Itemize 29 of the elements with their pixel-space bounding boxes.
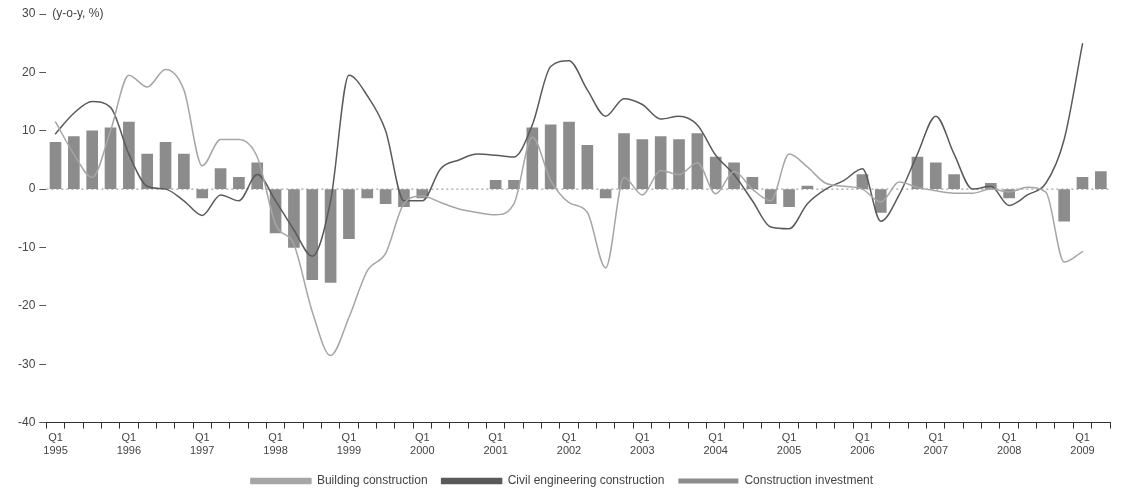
x-tick-label: Q1 1999 [336, 431, 362, 457]
x-tick-label: Q1 2006 [850, 431, 875, 457]
y-tick-label: 0 [28, 181, 36, 196]
y-tick-label: -30 [18, 356, 36, 371]
x-tick-label: Q1 1995 [43, 431, 68, 457]
line-series [54, 43, 1084, 257]
x-tick-label: Q1 1997 [189, 431, 215, 457]
x-tick-label: Q1 1998 [263, 431, 288, 457]
y-tick-label: 10 [21, 123, 36, 138]
legend-label: Construction investment [744, 473, 874, 488]
y-tick-label: -40 [18, 414, 36, 429]
x-tick-label: Q1 2005 [776, 431, 802, 457]
y-tick-label: -20 [18, 298, 36, 313]
legend-label: Building construction [316, 473, 428, 488]
x-tick-label: Q1 2004 [703, 431, 728, 457]
x-tick-label: Q1 2001 [483, 431, 508, 457]
y-tick-label: -10 [18, 239, 36, 254]
y-tick-label: 20 [21, 64, 36, 79]
x-tick-label: Q1 1996 [116, 431, 142, 457]
x-tick-label: Q1 2008 [996, 431, 1022, 457]
x-tick-label: Q1 2000 [410, 431, 435, 457]
y-axis-title: (y-o-y, %) [52, 6, 104, 21]
x-tick-label: Q1 2002 [556, 431, 582, 457]
x-tick-label: Q1 2007 [923, 431, 949, 457]
x-tick-label: Q1 2009 [1070, 431, 1095, 457]
x-tick-label: Q1 2003 [630, 431, 655, 457]
line-series [54, 68, 1084, 357]
y-tick-label: 30 [21, 6, 36, 21]
legend-label: Civil engineering construction [507, 473, 665, 488]
